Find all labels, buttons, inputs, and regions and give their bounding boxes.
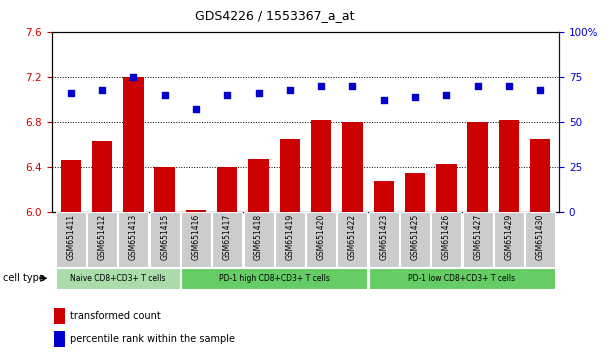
Bar [87, 212, 117, 267]
Text: transformed count: transformed count [70, 311, 161, 321]
Text: GSM651429: GSM651429 [505, 214, 513, 260]
Text: GSM651423: GSM651423 [379, 214, 388, 260]
Bar [181, 268, 367, 289]
Point [379, 98, 389, 103]
Text: PD-1 high CD8+CD3+ T cells: PD-1 high CD8+CD3+ T cells [219, 274, 329, 283]
Text: GSM651415: GSM651415 [160, 214, 169, 260]
Bar [92, 141, 112, 212]
Bar [368, 212, 399, 267]
Bar [119, 212, 148, 267]
Text: GSM651419: GSM651419 [285, 214, 295, 260]
Text: GSM651427: GSM651427 [473, 214, 482, 260]
Text: Naive CD8+CD3+ T cells: Naive CD8+CD3+ T cells [70, 274, 166, 283]
Bar [525, 212, 555, 267]
Point [504, 83, 514, 89]
Bar [373, 181, 394, 212]
Bar [275, 212, 305, 267]
Bar [494, 212, 524, 267]
Bar [405, 173, 425, 212]
Bar [56, 212, 86, 267]
Bar [467, 122, 488, 212]
Bar [212, 212, 243, 267]
Bar [123, 77, 144, 212]
Bar [186, 210, 206, 212]
Point [254, 90, 263, 96]
Bar [181, 212, 211, 267]
Bar [54, 308, 65, 324]
Point [128, 74, 138, 80]
Bar [155, 167, 175, 212]
Text: GSM651412: GSM651412 [98, 214, 106, 260]
Point [348, 83, 357, 89]
Bar [431, 212, 461, 267]
Point [535, 87, 545, 92]
Point [285, 87, 295, 92]
Text: GSM651411: GSM651411 [66, 214, 75, 260]
Bar [342, 122, 363, 212]
Text: GSM651426: GSM651426 [442, 214, 451, 260]
Bar [280, 139, 300, 212]
Text: GSM651413: GSM651413 [129, 214, 138, 260]
Point [222, 92, 232, 98]
Bar [217, 167, 238, 212]
Bar [368, 268, 555, 289]
Text: GSM651418: GSM651418 [254, 214, 263, 260]
Text: GDS4226 / 1553367_a_at: GDS4226 / 1553367_a_at [195, 9, 355, 22]
Bar [499, 120, 519, 212]
Bar [54, 331, 65, 347]
Point [159, 92, 169, 98]
Bar [463, 212, 492, 267]
Point [97, 87, 107, 92]
Bar [311, 120, 331, 212]
Point [473, 83, 483, 89]
Point [410, 94, 420, 100]
Bar [436, 164, 456, 212]
Bar [244, 212, 274, 267]
Bar [337, 212, 367, 267]
Text: GSM651422: GSM651422 [348, 214, 357, 260]
Text: GSM651420: GSM651420 [316, 214, 326, 260]
Bar [306, 212, 336, 267]
Text: cell type: cell type [3, 273, 45, 283]
Point [191, 107, 201, 112]
Point [66, 90, 76, 96]
Bar [150, 212, 180, 267]
Bar [60, 160, 81, 212]
Bar [400, 212, 430, 267]
Bar [56, 268, 180, 289]
Text: GSM651425: GSM651425 [411, 214, 420, 260]
Bar [248, 159, 269, 212]
Text: GSM651417: GSM651417 [223, 214, 232, 260]
Text: percentile rank within the sample: percentile rank within the sample [70, 334, 235, 344]
Point [442, 92, 452, 98]
Bar [530, 139, 551, 212]
Point [316, 83, 326, 89]
Text: GSM651430: GSM651430 [536, 214, 545, 261]
Text: GSM651416: GSM651416 [191, 214, 200, 260]
Text: PD-1 low CD8+CD3+ T cells: PD-1 low CD8+CD3+ T cells [409, 274, 516, 283]
